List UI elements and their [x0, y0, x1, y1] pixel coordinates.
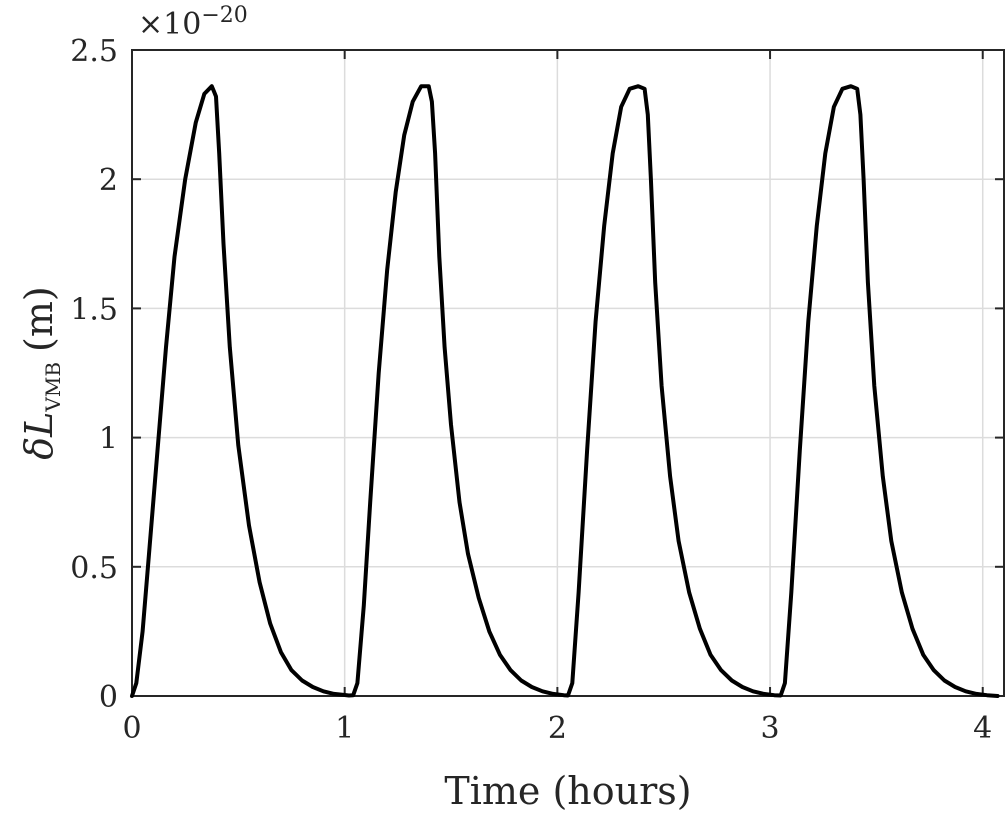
y-axis-multiplier: ×10−20 [138, 3, 248, 42]
x-tick-labels: 0 1 2 3 4 [122, 711, 992, 746]
y-multiplier-base: ×10 [138, 7, 201, 42]
y-tick-label: 0 [99, 680, 118, 715]
x-axis-label: Time (hours) [444, 769, 691, 813]
x-tick-label: 2 [548, 711, 567, 746]
y-label-subscript: VMB [41, 362, 65, 413]
y-axis-label: δLVMB (m) [17, 286, 65, 459]
y-tick-label: 1.5 [70, 292, 118, 327]
y-multiplier-exponent: −20 [201, 3, 247, 28]
grid-lines [132, 50, 1004, 696]
y-label-prefix: δ [17, 437, 61, 460]
y-label-symbol: L [17, 412, 61, 438]
y-tick-label: 2.5 [70, 34, 118, 69]
y-tick-label: 0.5 [70, 551, 118, 586]
x-tick-label: 0 [122, 711, 141, 746]
y-tick-label: 2 [99, 163, 118, 198]
x-tick-label: 3 [761, 711, 780, 746]
x-tick-label: 1 [335, 711, 354, 746]
y-tick-labels: 0 0.5 1 1.5 2 2.5 [70, 34, 118, 715]
x-tick-label: 4 [973, 711, 992, 746]
y-tick-label: 1 [99, 422, 118, 457]
y-label-unit: (m) [17, 286, 61, 352]
series-line [130, 84, 1000, 698]
